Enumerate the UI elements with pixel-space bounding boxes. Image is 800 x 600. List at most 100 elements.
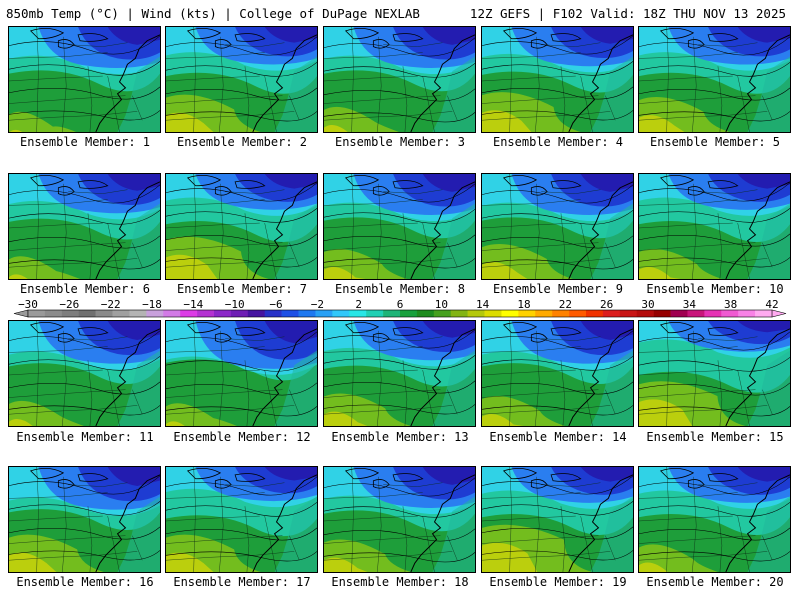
colorbar-swatch [95,310,113,317]
colorbar-swatch [214,310,232,317]
ensemble-member-map [8,320,161,427]
colorbar-swatch [197,310,215,317]
colorbar-tick-label: 26 [600,298,613,311]
colorbar-swatch [670,310,688,317]
ensemble-member-label: Ensemble Member: 6 [19,282,151,296]
colorbar-tick-label: −6 [269,298,282,311]
colorbar-swatch [552,310,570,317]
temperature-colorbar: −30 −26 −22 −18 −14 −10 −6 −2 2 6 10 14 18 22 26 30 34 38… [10,298,790,320]
colorbar-swatch [619,310,638,317]
ensemble-member-label: Ensemble Member: 19 [489,575,627,589]
ensemble-member-label: Ensemble Member: 13 [331,430,469,444]
ensemble-member-map [323,466,476,573]
colorbar-tick-label: 38 [724,298,737,311]
ensemble-member-map [323,320,476,427]
ensemble-member-map [165,173,318,280]
colorbar-swatch [704,310,722,317]
colorbar-swatch [78,310,96,317]
colorbar-swatch [180,310,198,317]
colorbar-tick-label: −2 [311,298,324,311]
ensemble-member-map [481,320,634,427]
colorbar-swatch [721,310,739,317]
ensemble-member-map [638,26,791,133]
colorbar-swatch [332,310,350,317]
ensemble-member-label: Ensemble Member: 17 [173,575,311,589]
colorbar-tick-label: −18 [142,298,162,311]
ensemble-member-label: Ensemble Member: 10 [646,282,784,296]
ensemble-member-map [165,466,318,573]
colorbar-swatch [586,310,604,317]
ensemble-member-map [638,320,791,427]
ensemble-member-label: Ensemble Member: 8 [334,282,466,296]
colorbar-swatch [416,310,435,317]
colorbar-swatch [146,310,164,317]
colorbar-tick-label: 18 [517,298,530,311]
colorbar-tick-label: −26 [59,298,79,311]
ensemble-member-map [323,26,476,133]
colorbar-swatch [450,310,468,317]
colorbar-swatch [163,310,181,317]
colorbar-tick-label: 14 [476,298,490,311]
ensemble-member-map [481,466,634,573]
colorbar-swatch [467,310,485,317]
colorbar-tick-label: 42 [765,298,778,311]
colorbar-swatch [687,310,705,317]
colorbar-tick-label: 6 [397,298,404,311]
colorbar-swatch [281,310,299,317]
ensemble-member-label: Ensemble Member: 3 [334,135,466,149]
colorbar-tick-label: 2 [355,298,362,311]
ensemble-member-label: Ensemble Member: 11 [16,430,154,444]
colorbar-swatch [315,310,333,317]
ensemble-member-map [165,26,318,133]
ensemble-member-label: Ensemble Member: 4 [492,135,624,149]
colorbar-swatch [61,310,80,317]
colorbar-tick-label: 34 [683,298,697,311]
colorbar-swatch [484,310,502,317]
ensemble-member-label: Ensemble Member: 5 [649,135,781,149]
ensemble-member-map [8,466,161,573]
ensemble-member-label: Ensemble Member: 1 [19,135,151,149]
colorbar-swatch [28,310,46,317]
ensemble-member-label: Ensemble Member: 7 [176,282,308,296]
ensemble-member-label: Ensemble Member: 20 [646,575,784,589]
colorbar-swatch [264,310,282,317]
colorbar-swatch [653,310,671,317]
colorbar-tick-label: 22 [559,298,572,311]
colorbar-swatch [366,310,384,317]
colorbar-swatch [738,310,756,317]
colorbar-swatch [112,310,130,317]
colorbar-swatch [129,310,147,317]
ensemble-member-label: Ensemble Member: 16 [16,575,154,589]
colorbar-swatch [535,310,553,317]
colorbar-tick-label: −30 [18,298,38,311]
header-title-right: 12Z GEFS | F102 Valid: 18Z THU NOV 13 20… [469,6,786,21]
ensemble-member-label: Ensemble Member: 2 [176,135,308,149]
colorbar-tick-label: 30 [641,298,654,311]
ensemble-member-map [8,173,161,280]
colorbar-tick-label: 10 [435,298,448,311]
ensemble-member-label: Ensemble Member: 14 [489,430,627,444]
colorbar-swatch [230,310,249,317]
colorbar-swatch [755,310,773,317]
colorbar-swatch [433,310,452,317]
ensemble-member-label: Ensemble Member: 15 [646,430,784,444]
colorbar-swatch [602,310,621,317]
ensemble-member-label: Ensemble Member: 9 [492,282,624,296]
ensemble-member-map [481,26,634,133]
colorbar-swatch [518,310,536,317]
ensemble-member-label: Ensemble Member: 18 [331,575,469,589]
colorbar-swatch [569,310,587,317]
ensemble-member-map [638,173,791,280]
ensemble-member-label: Ensemble Member: 12 [173,430,311,444]
colorbar-tick-label: −10 [225,298,245,311]
colorbar-swatch [383,310,401,317]
ensemble-member-map [481,173,634,280]
colorbar-swatch [636,310,654,317]
ensemble-member-map [638,466,791,573]
ensemble-member-map [165,320,318,427]
colorbar-tick-label: −22 [101,298,121,311]
ensemble-member-map [323,173,476,280]
colorbar-swatch [501,310,519,317]
colorbar-swatch [298,310,316,317]
colorbar-swatch [247,310,266,317]
